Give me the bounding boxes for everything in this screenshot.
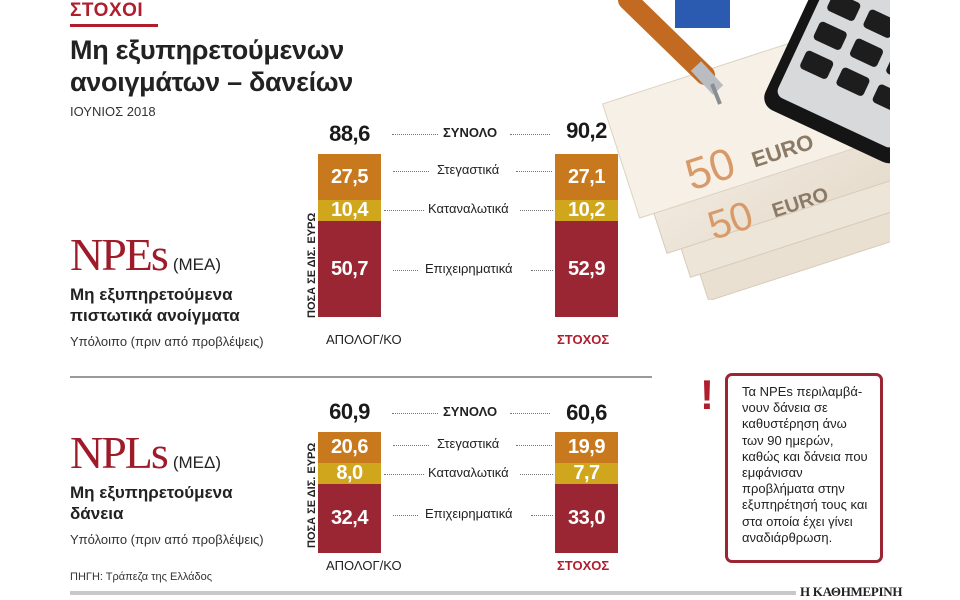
npls-total-actual: 60,9 [329, 399, 370, 424]
npes-business-label: Επιχειρηματικά [425, 261, 513, 276]
leader-line [393, 270, 418, 271]
npes-paren: (ΜΕΑ) [172, 255, 221, 274]
title-line-1: Μη εξυπηρετούμενων [70, 35, 345, 65]
npes-target-business-segment: 52,9 [555, 221, 618, 317]
date-label: ΙΟΥΝΙΟΣ 2018 [70, 104, 156, 119]
npes-total-actual: 88,6 [329, 121, 370, 146]
npes-category-target: ΣΤΟΧΟΣ [557, 332, 610, 347]
exclamation-icon: ! [700, 371, 714, 418]
leader-line [392, 413, 438, 414]
npes-total-target: 90,2 [566, 118, 607, 143]
npes-subtitle-line-2: πιστωτικά ανοίγματα [70, 306, 240, 325]
npls-total-target: 60,6 [566, 400, 607, 425]
npes-actual-consumer-segment: 10,4 [318, 199, 381, 221]
npes-target-consumer-segment: 10,2 [555, 199, 618, 221]
leader-line [384, 210, 424, 211]
leader-line [520, 474, 553, 475]
npls-business-label: Επιχειρηματικά [425, 506, 513, 521]
title-line-2: ανοιγμάτων – δανείων [70, 67, 354, 97]
npes-axis-label: ΠΟΣΑ ΣΕ ΔΙΣ. ΕΥΡΩ [306, 212, 318, 318]
kicker: ΣΤΟΧΟΙ [70, 0, 144, 21]
npls-subtitle-line-2: δάνεια [70, 504, 124, 523]
npls-actual-consumer-segment: 8,0 [318, 462, 381, 484]
npls-acronym: NPLs [70, 427, 169, 478]
leader-line [531, 270, 553, 271]
npls-target-housing-segment: 19,9 [555, 432, 618, 463]
brand-logo: Η ΚΑΘΗΜΕΡΙΝΗ [800, 584, 903, 599]
npes-total-label: ΣΥΝΟΛΟ [443, 125, 498, 140]
npls-target-consumer-segment: 7,7 [555, 462, 618, 484]
info-box: Τα NPEs περιλαμβά-νουν δάνεια σε καθυστέ… [725, 373, 883, 563]
npes-actual-business-segment: 50,7 [318, 221, 381, 317]
npls-target-business-segment: 33,0 [555, 484, 618, 553]
photo-illustration: 50 EURO 50 EURO [601, 0, 960, 302]
leader-line [516, 171, 552, 172]
leader-line [393, 515, 418, 516]
leader-line [392, 134, 438, 135]
npes-subtitle: Μη εξυπηρετούμενα πιστωτικά ανοίγματα [70, 284, 240, 326]
leader-line [384, 474, 424, 475]
footer-bar [70, 591, 796, 595]
leader-line [510, 413, 550, 414]
npls-category-target: ΣΤΟΧΟΣ [557, 558, 610, 573]
leader-line [510, 134, 550, 135]
section-divider [70, 376, 652, 378]
npls-actual-business-segment: 32,4 [318, 484, 381, 553]
npls-housing-label: Στεγαστικά [437, 436, 500, 451]
npes-heading: NPEs (ΜΕΑ) [70, 232, 221, 278]
page-title: Μη εξυπηρετούμενων ανοιγμάτων – δανείων [70, 34, 353, 98]
leader-line [516, 445, 552, 446]
npls-actual-housing-segment: 20,6 [318, 432, 381, 463]
leader-line [520, 210, 553, 211]
npes-housing-label: Στεγαστικά [437, 162, 500, 177]
npes-acronym: NPEs [70, 229, 169, 280]
npls-paren: (ΜΕΔ) [172, 453, 221, 472]
kicker-underline [70, 24, 158, 27]
npls-subtitle: Μη εξυπηρετούμενα δάνεια [70, 482, 233, 524]
npes-consumer-label: Καταναλωτικά [428, 201, 509, 216]
leader-line [531, 515, 553, 516]
npes-actual-housing-segment: 27,5 [318, 154, 381, 200]
source-label: ΠΗΓΗ: Τράπεζα της Ελλάδος [70, 571, 213, 583]
leader-line [393, 171, 429, 172]
npls-category-actual: ΑΠΟΛΟΓ/ΚΟ [326, 558, 402, 573]
npls-subtitle-line-1: Μη εξυπηρετούμενα [70, 483, 233, 502]
leader-line [393, 445, 429, 446]
npes-note: Υπόλοιπο (πριν από προβλέψεις) [70, 334, 264, 349]
npls-total-label: ΣΥΝΟΛΟ [443, 404, 498, 419]
npls-note: Υπόλοιπο (πριν από προβλέψεις) [70, 532, 264, 547]
npls-axis-label: ΠΟΣΑ ΣΕ ΔΙΣ. ΕΥΡΩ [306, 442, 318, 548]
npes-subtitle-line-1: Μη εξυπηρετούμενα [70, 285, 233, 304]
npes-category-actual: ΑΠΟΛΟΓ/ΚΟ [326, 332, 402, 347]
npes-target-housing-segment: 27,1 [555, 154, 618, 200]
npls-heading: NPLs (ΜΕΔ) [70, 430, 221, 476]
npls-consumer-label: Καταναλωτικά [428, 465, 509, 480]
euro-notes-calculator-photo: 50 EURO 50 EURO [600, 0, 960, 302]
